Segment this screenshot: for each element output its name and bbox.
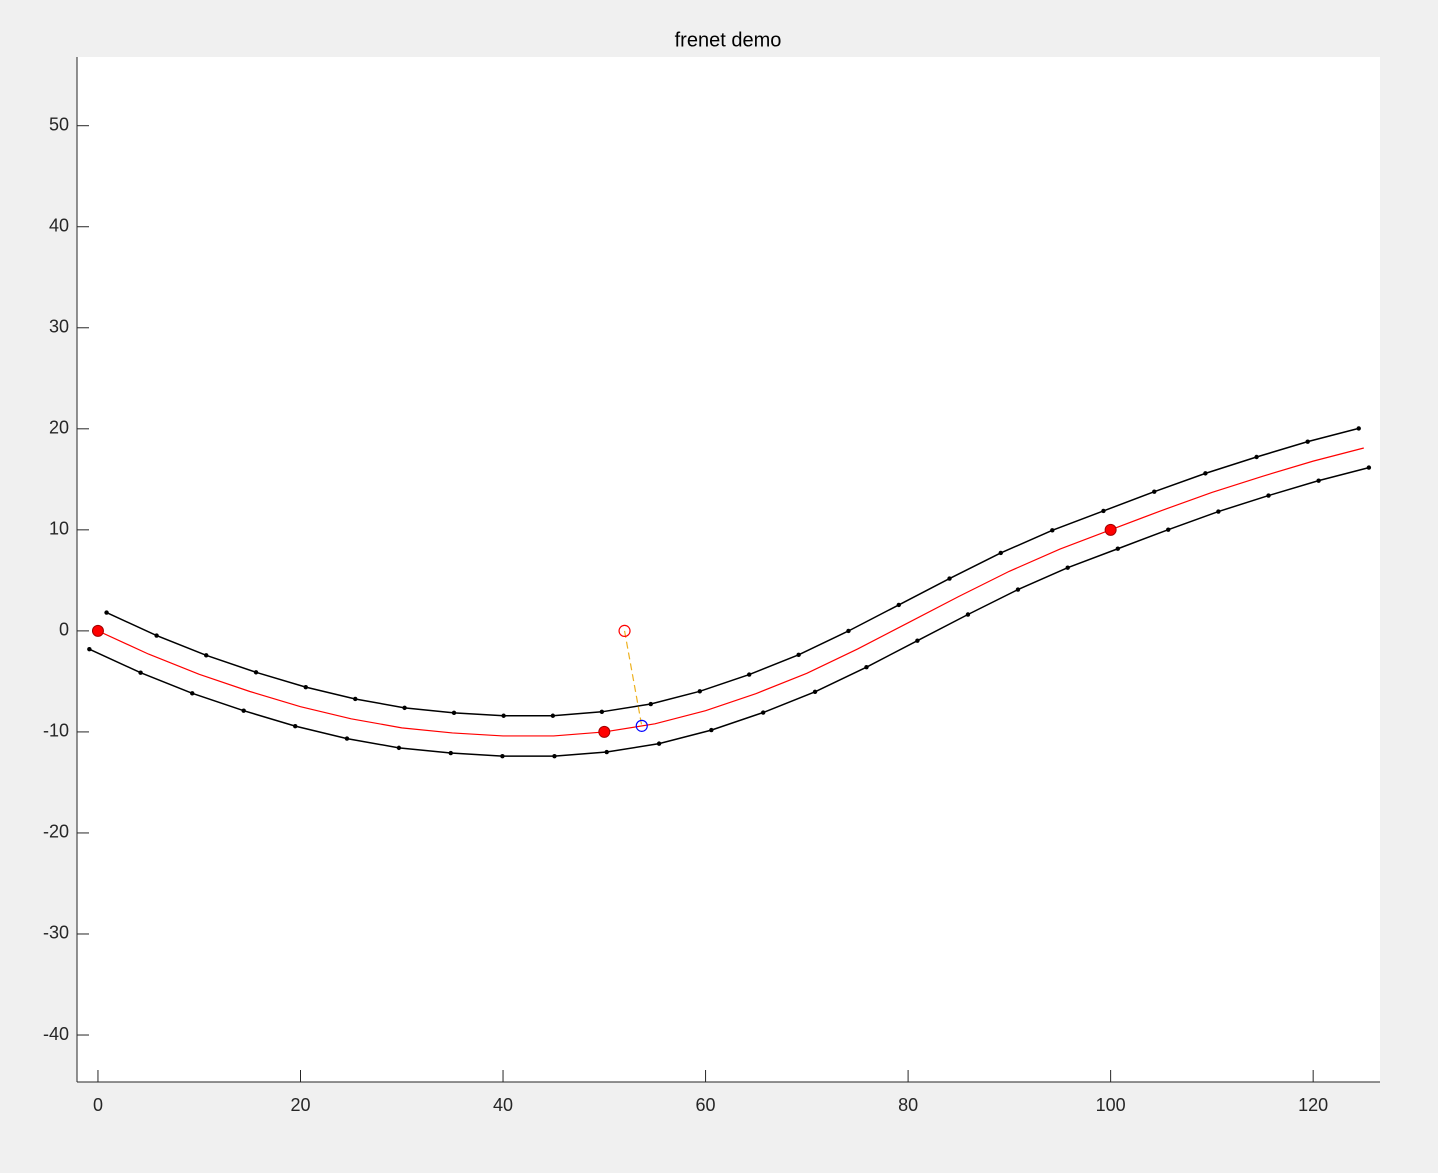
series-marker — [154, 633, 159, 638]
series-marker — [550, 713, 556, 718]
series-marker — [552, 753, 557, 759]
series-marker — [965, 612, 971, 617]
y-tick-label: 30 — [49, 317, 69, 337]
plot — [87, 426, 1372, 759]
series-marker — [1216, 509, 1221, 514]
series-marker — [998, 550, 1003, 556]
series-marker — [104, 610, 109, 615]
series-marker — [618, 624, 631, 637]
series-marker — [501, 713, 506, 718]
series-marker — [396, 745, 402, 751]
series-marker — [709, 727, 714, 733]
series-marker — [1366, 465, 1372, 470]
y-tick-label: -40 — [43, 1024, 69, 1044]
series-marker — [1065, 565, 1070, 570]
series-marker — [1305, 439, 1310, 444]
y-tick-label: 40 — [49, 215, 69, 235]
series-marker — [947, 576, 952, 581]
series-marker — [190, 691, 195, 696]
series-marker — [87, 646, 92, 652]
series-marker — [1101, 508, 1106, 514]
series-line — [106, 427, 1359, 717]
y-tick-label: -30 — [43, 923, 69, 943]
series-marker — [303, 684, 308, 690]
series-marker — [599, 709, 605, 715]
series-marker — [1152, 489, 1157, 494]
x-tick-label: 120 — [1298, 1095, 1328, 1115]
series-marker — [812, 689, 818, 695]
series-marker — [91, 624, 104, 637]
series-marker — [697, 689, 702, 694]
x-tick-label: 60 — [696, 1095, 716, 1115]
series-marker — [451, 710, 457, 716]
series-marker — [1015, 587, 1021, 592]
y-tick-label: 10 — [49, 519, 69, 539]
chart-title: frenet demo — [675, 29, 782, 51]
series-marker — [1203, 471, 1208, 476]
series-marker — [500, 753, 505, 759]
series-marker — [896, 602, 901, 608]
series-marker — [604, 749, 609, 755]
series-marker — [656, 741, 662, 746]
series-marker — [1104, 523, 1117, 536]
y-tick-label: 20 — [49, 418, 69, 438]
series-marker — [293, 723, 298, 729]
series-marker — [635, 719, 648, 732]
y-tick-label: 0 — [59, 620, 69, 640]
series-marker — [846, 628, 851, 634]
x-tick-label: 20 — [290, 1095, 310, 1115]
series-marker — [138, 670, 143, 675]
series-marker — [1266, 493, 1271, 498]
x-tick-label: 0 — [93, 1095, 103, 1115]
series-line — [623, 630, 643, 726]
series-marker — [344, 736, 350, 741]
series-marker — [1050, 528, 1055, 533]
series-marker — [448, 750, 453, 756]
plot-area — [77, 57, 1380, 1082]
series-marker — [796, 652, 801, 658]
y-tick-label: 50 — [49, 114, 69, 134]
x-tick-label: 100 — [1096, 1095, 1126, 1115]
series-marker — [1166, 527, 1171, 532]
series-marker — [402, 705, 407, 711]
y-tick-label: -10 — [43, 721, 69, 741]
x-tick-label: 80 — [898, 1095, 918, 1115]
series-line — [89, 466, 1370, 757]
series-marker — [915, 638, 920, 643]
series-marker — [253, 670, 259, 675]
series-marker — [760, 710, 766, 715]
series-marker — [1254, 454, 1259, 460]
series-marker — [1316, 478, 1321, 483]
series-marker — [1356, 426, 1361, 431]
x-tick-label: 40 — [493, 1095, 513, 1115]
series-marker — [241, 708, 246, 713]
series-marker — [598, 725, 611, 738]
series-marker — [747, 672, 752, 677]
series-marker — [648, 701, 653, 707]
series-line — [97, 447, 1364, 737]
y-tick-label: -20 — [43, 822, 69, 842]
series-marker — [353, 696, 358, 702]
series-marker — [1115, 546, 1121, 551]
series-marker — [864, 664, 869, 670]
series-marker — [204, 653, 209, 658]
